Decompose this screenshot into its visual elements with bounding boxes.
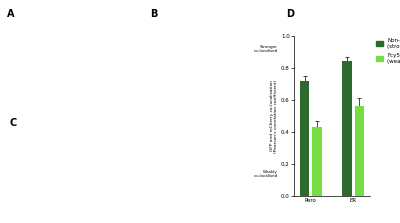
Text: B: B bbox=[150, 9, 158, 19]
Bar bbox=[312, 127, 322, 196]
Text: C: C bbox=[10, 118, 17, 128]
Text: Weakly
co-localised: Weakly co-localised bbox=[254, 170, 278, 178]
Legend: Non-fused
(strong co-localisation), Fcy5-fused
(weak co-localisation): Non-fused (strong co-localisation), Fcy5… bbox=[374, 36, 400, 66]
Bar bbox=[300, 81, 309, 196]
Text: A: A bbox=[7, 9, 14, 19]
Text: Stronger
co-localised: Stronger co-localised bbox=[254, 45, 278, 53]
Bar bbox=[342, 61, 352, 196]
Y-axis label: GFP and mCherry co-localisation
(Pearson's correlation coefficient): GFP and mCherry co-localisation (Pearson… bbox=[270, 79, 278, 153]
Text: D: D bbox=[286, 9, 294, 19]
Bar bbox=[355, 106, 364, 196]
